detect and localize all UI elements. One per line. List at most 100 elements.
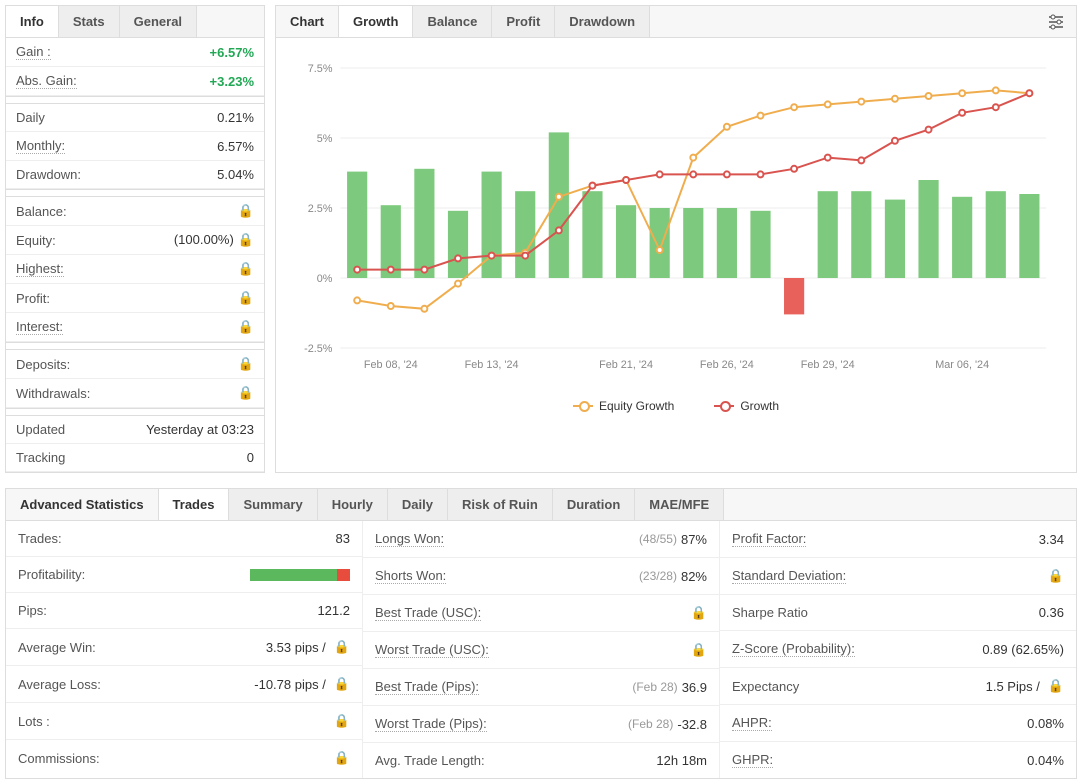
adv-label: Z-Score (Probability): bbox=[732, 641, 855, 657]
adv-value: 0.04% bbox=[1027, 753, 1064, 768]
adv-tab-hourly[interactable]: Hourly bbox=[318, 489, 388, 520]
adv-col-2: Longs Won: (48/55) 87% Shorts Won: (23/28) … bbox=[363, 521, 720, 778]
stat-value: 🔒 bbox=[234, 356, 254, 372]
tab-info[interactable]: Info bbox=[6, 6, 59, 37]
stat-value: 🔒 bbox=[234, 203, 254, 219]
stat-daily: Daily 0.21% bbox=[6, 104, 264, 132]
adv-label: Lots : bbox=[18, 714, 50, 729]
lock-icon: 🔒 bbox=[238, 232, 254, 247]
stat-updated: UpdatedYesterday at 03:23 bbox=[6, 416, 264, 444]
stat-value: (100.00%)🔒 bbox=[174, 232, 254, 248]
stat-value: 0.21% bbox=[217, 110, 254, 125]
adv-tab-summary[interactable]: Summary bbox=[229, 489, 317, 520]
stat-equity: Equity:(100.00%)🔒 bbox=[6, 226, 264, 255]
adv-label: Profit Factor: bbox=[732, 531, 806, 547]
adv-tab-risk[interactable]: Risk of Ruin bbox=[448, 489, 553, 520]
growth-chart: -2.5%0%2.5%5%7.5%Feb 08, '24Feb 13, '24F… bbox=[276, 38, 1076, 391]
tab-growth[interactable]: Growth bbox=[339, 6, 414, 37]
stat-tracking: Tracking 0 bbox=[6, 444, 264, 472]
lock-icon: 🔒 bbox=[238, 319, 254, 334]
adv-label: Shorts Won: bbox=[375, 568, 446, 584]
stat-value: 0 bbox=[247, 450, 254, 465]
stat-label: Gain : bbox=[16, 44, 51, 60]
settings-icon[interactable] bbox=[1046, 12, 1066, 35]
tab-balance[interactable]: Balance bbox=[413, 6, 492, 37]
svg-text:Feb 13, '24: Feb 13, '24 bbox=[465, 359, 519, 371]
adv-row: Avg. Trade Length: 12h 18m bbox=[363, 743, 719, 778]
adv-value bbox=[250, 569, 350, 581]
adv-value: 83 bbox=[336, 531, 350, 546]
lock-icon: 🔒 bbox=[334, 713, 350, 729]
adv-value: 🔒 bbox=[330, 750, 350, 766]
adv-label: Longs Won: bbox=[375, 531, 444, 547]
adv-value: -10.78 pips /🔒 bbox=[254, 676, 350, 692]
tab-profit[interactable]: Profit bbox=[492, 6, 555, 37]
adv-value: 0.89 (62.65%) bbox=[982, 642, 1064, 657]
adv-value: 3.34 bbox=[1039, 532, 1064, 547]
stat-label: Updated bbox=[16, 422, 65, 437]
adv-label: Pips: bbox=[18, 603, 47, 618]
stat-monthly: Monthly:6.57% bbox=[6, 132, 264, 161]
svg-text:Mar 06, '24: Mar 06, '24 bbox=[935, 359, 989, 371]
adv-label: Average Loss: bbox=[18, 677, 101, 692]
stat-withdrawals: Withdrawals:🔒 bbox=[6, 379, 264, 408]
adv-label: Best Trade (USC): bbox=[375, 605, 481, 621]
lock-icon: 🔒 bbox=[691, 605, 707, 621]
tab-drawdown[interactable]: Drawdown bbox=[555, 6, 650, 37]
stat-label: Highest: bbox=[16, 261, 64, 277]
legend-growth[interactable]: Growth bbox=[714, 399, 779, 413]
stat-value: 🔒 bbox=[234, 319, 254, 335]
adv-tab-mae[interactable]: MAE/MFE bbox=[635, 489, 724, 520]
adv-row: Longs Won: (48/55) 87% bbox=[363, 521, 719, 558]
stat-interest: Interest: 🔒 bbox=[6, 313, 264, 342]
adv-value: (Feb 28) 36.9 bbox=[632, 680, 707, 695]
adv-value: (23/28) 82% bbox=[639, 569, 707, 584]
stat-label: Balance: bbox=[16, 204, 67, 219]
adv-row: AHPR: 0.08% bbox=[720, 705, 1076, 742]
adv-value: 1.5 Pips /🔒 bbox=[986, 678, 1064, 694]
adv-value: 0.36 bbox=[1039, 605, 1064, 620]
lock-icon: 🔒 bbox=[334, 639, 350, 655]
adv-value: 121.2 bbox=[317, 603, 350, 618]
svg-text:Feb 26, '24: Feb 26, '24 bbox=[700, 359, 754, 371]
adv-value: 3.53 pips /🔒 bbox=[266, 639, 350, 655]
adv-label: Commissions: bbox=[18, 751, 100, 766]
adv-row: Pips: 121.2 bbox=[6, 593, 362, 629]
legend-equity[interactable]: Equity Growth bbox=[573, 399, 674, 413]
adv-value: 🔒 bbox=[1044, 568, 1064, 584]
stat-balance: Balance: 🔒 bbox=[6, 197, 264, 226]
lock-icon: 🔒 bbox=[1048, 568, 1064, 584]
adv-tab-daily[interactable]: Daily bbox=[388, 489, 448, 520]
tab-stats[interactable]: Stats bbox=[59, 6, 120, 37]
info-panel: Info Stats General Gain :+6.57%Abs. Gain… bbox=[5, 5, 265, 473]
adv-row: Sharpe Ratio 0.36 bbox=[720, 595, 1076, 631]
svg-text:Feb 08, '24: Feb 08, '24 bbox=[364, 359, 418, 371]
svg-text:5%: 5% bbox=[317, 133, 333, 145]
tab-chart-header: Chart bbox=[276, 6, 339, 37]
adv-row: Z-Score (Probability): 0.89 (62.65%) bbox=[720, 631, 1076, 668]
svg-text:2.5%: 2.5% bbox=[308, 203, 333, 215]
adv-label: Worst Trade (USC): bbox=[375, 642, 489, 658]
stat-label: Daily bbox=[16, 110, 45, 125]
chart-panel: Chart Growth Balance Profit Drawdown -2.… bbox=[275, 5, 1077, 473]
adv-row: Average Win: 3.53 pips /🔒 bbox=[6, 629, 362, 666]
adv-header: Advanced Statistics bbox=[6, 489, 159, 520]
info-tabs: Info Stats General bbox=[6, 6, 264, 38]
svg-text:0%: 0% bbox=[317, 273, 333, 285]
lock-icon: 🔒 bbox=[691, 642, 707, 658]
adv-label: AHPR: bbox=[732, 715, 772, 731]
adv-row: Standard Deviation:🔒 bbox=[720, 558, 1076, 595]
adv-row: Worst Trade (USC): 🔒 bbox=[363, 632, 719, 669]
profitability-bar bbox=[250, 569, 350, 581]
adv-value: (48/55) 87% bbox=[639, 532, 707, 547]
adv-label: Sharpe Ratio bbox=[732, 605, 808, 620]
tab-general[interactable]: General bbox=[120, 6, 197, 37]
stat-highest: Highest:🔒 bbox=[6, 255, 264, 284]
adv-row: Best Trade (USC): 🔒 bbox=[363, 595, 719, 632]
adv-row: Expectancy 1.5 Pips /🔒 bbox=[720, 668, 1076, 705]
stat-label: Tracking bbox=[16, 450, 65, 465]
adv-label: Trades: bbox=[18, 531, 62, 546]
adv-tab-trades[interactable]: Trades bbox=[159, 489, 230, 520]
stat-label: Interest: bbox=[16, 319, 63, 335]
adv-tab-duration[interactable]: Duration bbox=[553, 489, 635, 520]
